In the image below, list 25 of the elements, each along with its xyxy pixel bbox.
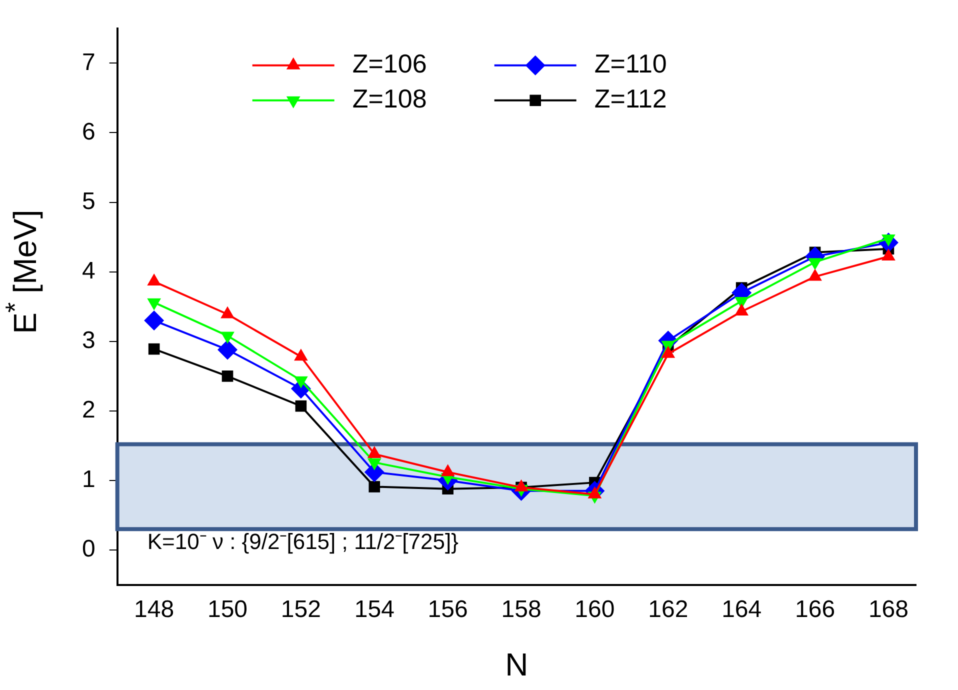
x-tick-label: 160 <box>574 596 615 623</box>
x-tick-label: 150 <box>207 596 248 623</box>
legend-label: Z=108 <box>352 84 427 114</box>
x-tick-label: 156 <box>428 596 468 623</box>
y-tick-label: 7 <box>82 48 96 76</box>
y-tick-label: 0 <box>82 536 96 563</box>
y-tick-label: 2 <box>82 396 96 424</box>
legend-label: Z=106 <box>352 48 427 79</box>
x-tick-label: 158 <box>501 596 542 623</box>
x-tick-label: 164 <box>722 596 762 623</box>
x-tick-label: 166 <box>795 596 836 623</box>
x-tick-label: 162 <box>648 596 688 623</box>
y-tick-label: 1 <box>82 466 96 494</box>
legend-label: Z=112 <box>594 84 667 114</box>
x-tick-label: 154 <box>354 596 394 623</box>
y-tick-label: 6 <box>82 118 96 146</box>
y-tick-label: 3 <box>82 327 96 354</box>
x-tick-label: 168 <box>868 596 908 623</box>
annotation: K=10⁻ ν : {9/2⁻[615] ; 11/2⁻[725]} <box>147 529 458 554</box>
x-axis-title: N <box>505 646 528 683</box>
y-tick-label: 4 <box>82 257 96 284</box>
x-tick-label: 148 <box>134 596 174 623</box>
y-tick-label: 5 <box>82 188 96 215</box>
x-tick-label: 152 <box>280 596 321 623</box>
legend-label: Z=110 <box>594 48 667 79</box>
